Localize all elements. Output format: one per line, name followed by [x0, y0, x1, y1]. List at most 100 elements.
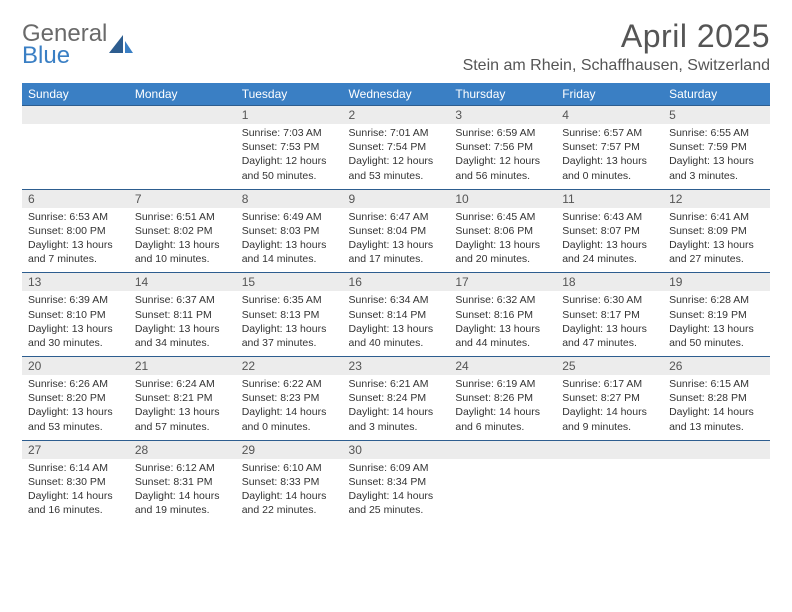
day-sunset: Sunset: 8:04 PM — [349, 224, 444, 238]
day-content-cell: Sunrise: 6:37 AMSunset: 8:11 PMDaylight:… — [129, 291, 236, 356]
day-content-cell — [129, 124, 236, 189]
day-number-cell: 22 — [236, 357, 343, 376]
day-content-cell: Sunrise: 6:39 AMSunset: 8:10 PMDaylight:… — [22, 291, 129, 356]
location-text: Stein am Rhein, Schaffhausen, Switzerlan… — [463, 57, 770, 75]
day-content-cell: Sunrise: 6:55 AMSunset: 7:59 PMDaylight:… — [663, 124, 770, 189]
day-content-cell: Sunrise: 6:19 AMSunset: 8:26 PMDaylight:… — [449, 375, 556, 440]
day-number-cell: 19 — [663, 273, 770, 292]
day-content-cell: Sunrise: 6:22 AMSunset: 8:23 PMDaylight:… — [236, 375, 343, 440]
day-day1: Daylight: 13 hours — [455, 238, 550, 252]
day-content-cell: Sunrise: 6:26 AMSunset: 8:20 PMDaylight:… — [22, 375, 129, 440]
dow-row: Sunday Monday Tuesday Wednesday Thursday… — [22, 83, 770, 106]
day-sunset: Sunset: 8:02 PM — [135, 224, 230, 238]
dow-monday: Monday — [129, 83, 236, 106]
day-number-cell: 1 — [236, 106, 343, 125]
day-day2: and 3 minutes. — [669, 169, 764, 183]
day-day1: Daylight: 12 hours — [349, 154, 444, 168]
daynum-row: 13141516171819 — [22, 273, 770, 292]
day-content-cell: Sunrise: 6:49 AMSunset: 8:03 PMDaylight:… — [236, 208, 343, 273]
day-number-cell: 3 — [449, 106, 556, 125]
day-sunset: Sunset: 8:20 PM — [28, 391, 123, 405]
day-sunrise: Sunrise: 6:12 AM — [135, 461, 230, 475]
day-sunrise: Sunrise: 6:21 AM — [349, 377, 444, 391]
day-day2: and 6 minutes. — [455, 420, 550, 434]
day-sunrise: Sunrise: 6:10 AM — [242, 461, 337, 475]
day-number: 6 — [28, 192, 35, 206]
day-day1: Daylight: 13 hours — [669, 154, 764, 168]
day-sunrise: Sunrise: 6:35 AM — [242, 293, 337, 307]
day-day2: and 34 minutes. — [135, 336, 230, 350]
day-day2: and 14 minutes. — [242, 252, 337, 266]
dow-thursday: Thursday — [449, 83, 556, 106]
day-day2: and 13 minutes. — [669, 420, 764, 434]
daynum-row: 27282930 — [22, 440, 770, 459]
day-sunset: Sunset: 7:56 PM — [455, 140, 550, 154]
day-number-cell: 6 — [22, 189, 129, 208]
day-day2: and 40 minutes. — [349, 336, 444, 350]
brand-sail-icon — [109, 33, 135, 60]
day-day1: Daylight: 13 hours — [242, 322, 337, 336]
day-number: 17 — [455, 275, 468, 289]
day-day1: Daylight: 13 hours — [349, 322, 444, 336]
day-sunset: Sunset: 8:24 PM — [349, 391, 444, 405]
day-number: 28 — [135, 443, 148, 457]
day-number: 21 — [135, 359, 148, 373]
day-number: 7 — [135, 192, 142, 206]
day-sunrise: Sunrise: 6:32 AM — [455, 293, 550, 307]
day-day2: and 9 minutes. — [562, 420, 657, 434]
day-day1: Daylight: 13 hours — [562, 322, 657, 336]
day-sunset: Sunset: 7:59 PM — [669, 140, 764, 154]
day-sunset: Sunset: 8:13 PM — [242, 308, 337, 322]
day-number-cell: 29 — [236, 440, 343, 459]
day-number-cell: 18 — [556, 273, 663, 292]
day-number-cell: 12 — [663, 189, 770, 208]
day-number: 25 — [562, 359, 575, 373]
day-sunrise: Sunrise: 6:57 AM — [562, 126, 657, 140]
day-number: 16 — [349, 275, 362, 289]
day-sunrise: Sunrise: 6:30 AM — [562, 293, 657, 307]
day-content-cell: Sunrise: 6:15 AMSunset: 8:28 PMDaylight:… — [663, 375, 770, 440]
day-content-cell: Sunrise: 6:32 AMSunset: 8:16 PMDaylight:… — [449, 291, 556, 356]
day-number-cell: 16 — [343, 273, 450, 292]
day-sunset: Sunset: 8:14 PM — [349, 308, 444, 322]
day-number-cell: 23 — [343, 357, 450, 376]
calendar-body: 12345 Sunrise: 7:03 AMSunset: 7:53 PMDay… — [22, 106, 770, 524]
day-number: 9 — [349, 192, 356, 206]
day-sunset: Sunset: 7:54 PM — [349, 140, 444, 154]
day-sunset: Sunset: 8:03 PM — [242, 224, 337, 238]
day-day1: Daylight: 14 hours — [242, 489, 337, 503]
day-content-cell — [22, 124, 129, 189]
dow-friday: Friday — [556, 83, 663, 106]
content-row: Sunrise: 6:14 AMSunset: 8:30 PMDaylight:… — [22, 459, 770, 524]
day-content-cell: Sunrise: 6:30 AMSunset: 8:17 PMDaylight:… — [556, 291, 663, 356]
day-sunrise: Sunrise: 6:28 AM — [669, 293, 764, 307]
day-day2: and 20 minutes. — [455, 252, 550, 266]
day-number: 8 — [242, 192, 249, 206]
day-content-cell: Sunrise: 6:14 AMSunset: 8:30 PMDaylight:… — [22, 459, 129, 524]
day-day1: Daylight: 14 hours — [135, 489, 230, 503]
day-number-cell: 20 — [22, 357, 129, 376]
day-sunset: Sunset: 8:28 PM — [669, 391, 764, 405]
day-content-cell: Sunrise: 6:21 AMSunset: 8:24 PMDaylight:… — [343, 375, 450, 440]
day-day1: Daylight: 14 hours — [562, 405, 657, 419]
page-container: General Blue April 2025 Stein am Rhein, … — [0, 0, 792, 541]
day-content-cell: Sunrise: 6:41 AMSunset: 8:09 PMDaylight:… — [663, 208, 770, 273]
day-sunset: Sunset: 8:06 PM — [455, 224, 550, 238]
day-sunrise: Sunrise: 6:51 AM — [135, 210, 230, 224]
day-day1: Daylight: 13 hours — [562, 238, 657, 252]
day-number-cell: 10 — [449, 189, 556, 208]
day-day1: Daylight: 13 hours — [669, 238, 764, 252]
day-day1: Daylight: 13 hours — [28, 405, 123, 419]
day-sunset: Sunset: 8:33 PM — [242, 475, 337, 489]
day-sunset: Sunset: 8:30 PM — [28, 475, 123, 489]
day-sunset: Sunset: 8:19 PM — [669, 308, 764, 322]
day-day1: Daylight: 13 hours — [349, 238, 444, 252]
day-number: 3 — [455, 108, 462, 122]
day-day1: Daylight: 13 hours — [242, 238, 337, 252]
day-number: 19 — [669, 275, 682, 289]
day-sunrise: Sunrise: 6:49 AM — [242, 210, 337, 224]
day-number: 18 — [562, 275, 575, 289]
day-sunrise: Sunrise: 6:26 AM — [28, 377, 123, 391]
day-number: 10 — [455, 192, 468, 206]
day-sunrise: Sunrise: 6:34 AM — [349, 293, 444, 307]
